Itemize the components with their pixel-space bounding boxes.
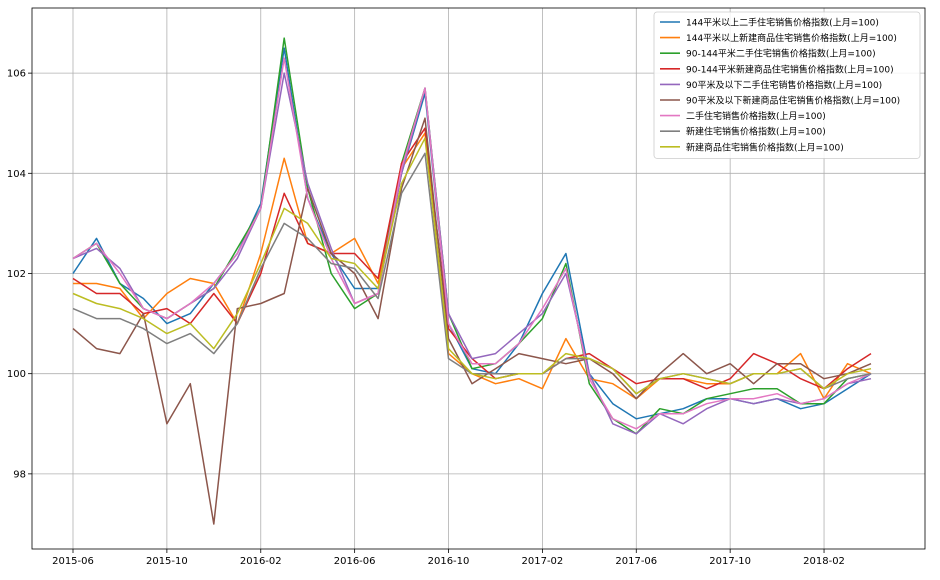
y-tick-label: 98 [13, 469, 26, 480]
legend: 144平米以上二手住宅销售价格指数(上月=100) 144平米以上新建商品住宅销售… [653, 11, 921, 159]
x-tick-label: 2016-02 [240, 556, 282, 567]
y-tick-label: 102 [7, 269, 26, 280]
x-tick-label: 2016-10 [428, 556, 470, 567]
legend-label: 90-144平米新建商品住宅销售价格指数(上月=100) [686, 63, 894, 75]
y-tick-label: 100 [7, 369, 26, 380]
series-line-7 [72, 57, 872, 430]
legend-label: 新建住宅销售价格指数(上月=100) [686, 126, 826, 138]
y-tick-label: 106 [7, 69, 26, 80]
legend-label: 144平米以上二手住宅销售价格指数(上月=100) [686, 17, 879, 29]
plot-frame [31, 7, 926, 550]
y-tick-label: 104 [7, 169, 26, 180]
x-tick-label: 2017-10 [709, 556, 751, 567]
legend-box [653, 11, 921, 159]
series-line-9 [72, 137, 872, 395]
series-line-6 [72, 117, 872, 525]
legend-label: 二手住宅销售价格指数(上月=100) [686, 110, 826, 122]
legend-label: 144平米以上新建商品住宅销售价格指数(上月=100) [686, 32, 897, 44]
x-tick-label: 2017-06 [615, 556, 657, 567]
legend-label: 90-144平米二手住宅销售价格指数(上月=100) [686, 48, 876, 60]
x-tick-label: 2015-10 [146, 556, 188, 567]
x-tick-label: 2016-06 [334, 556, 376, 567]
series-lines [72, 37, 872, 525]
axis-ticks: 98 100 102 104 106 2015-06 2015-10 2016-02 2016-… [7, 69, 845, 567]
x-tick-label: 2015-06 [52, 556, 94, 567]
series-line-5 [72, 72, 872, 435]
legend-label: 90平米及以下新建商品住宅销售价格指数(上月=100) [686, 95, 900, 107]
x-tick-label: 2018-02 [803, 556, 845, 567]
legend-label: 新建商品住宅销售价格指数(上月=100) [686, 141, 844, 153]
x-tick-label: 2017-02 [522, 556, 564, 567]
legend-label: 90平米及以下二手住宅销售价格指数(上月=100) [686, 79, 882, 91]
